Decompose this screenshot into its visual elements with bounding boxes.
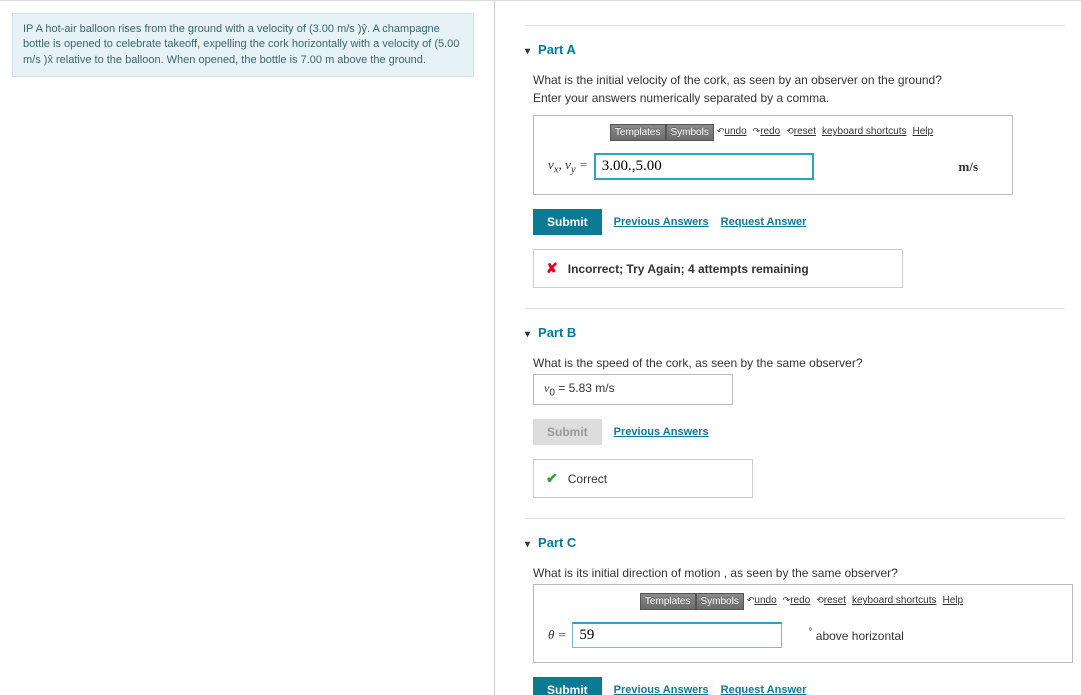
answer-unit-b: m/s xyxy=(595,381,614,395)
toolbar-a: Templates Symbols ↶undo ↷redo ⟲reset key… xyxy=(534,116,1012,145)
undo-button-c[interactable]: ↶undo xyxy=(744,593,780,610)
keyboard-button[interactable]: keyboard shortcuts xyxy=(819,124,910,141)
feedback-a: ✘ Incorrect; Try Again; 4 attempts remai… xyxy=(533,249,903,288)
var-label-a: vx, vy = xyxy=(548,157,588,176)
templates-button[interactable]: Templates xyxy=(610,124,666,141)
part-a-header[interactable]: Part A xyxy=(525,26,1061,65)
toolbar-c: Templates Symbols ↶undo ↷redo ⟲reset key… xyxy=(534,585,1072,614)
part-a-question: What is the initial velocity of the cork… xyxy=(533,73,1061,87)
reset-button-c[interactable]: ⟲reset xyxy=(813,593,849,610)
symbols-button-c[interactable]: Symbols xyxy=(696,593,744,610)
part-c: Part C What is its initial direction of … xyxy=(525,519,1081,695)
var-label-c: θ = xyxy=(548,627,566,643)
answer-column: Part A What is the initial velocity of t… xyxy=(495,1,1081,695)
reset-icon: ⟲ xyxy=(816,595,824,606)
button-row-a: Submit Previous Answers Request Answer xyxy=(533,209,1061,235)
symbols-button[interactable]: Symbols xyxy=(666,124,714,141)
feedback-text-b: Correct xyxy=(568,472,607,486)
part-b-body: What is the speed of the cork, as seen b… xyxy=(525,356,1061,498)
submit-button-c[interactable]: Submit xyxy=(533,677,602,695)
answer-input-c[interactable] xyxy=(572,622,782,648)
correct-icon: ✔ xyxy=(546,470,558,487)
request-answer-link-a[interactable]: Request Answer xyxy=(721,216,807,228)
answer-input-a[interactable] xyxy=(594,153,814,180)
help-button[interactable]: Help xyxy=(910,124,937,141)
button-row-b: Submit Previous Answers xyxy=(533,419,1061,445)
part-c-header[interactable]: Part C xyxy=(525,519,1061,558)
part-a: Part A What is the initial velocity of t… xyxy=(525,26,1081,288)
redo-button-c[interactable]: ↷redo xyxy=(780,593,814,610)
input-row-c: θ = ° above horizontal xyxy=(534,614,1072,648)
redo-button[interactable]: ↷redo xyxy=(750,124,784,141)
feedback-b: ✔ Correct xyxy=(533,459,753,498)
request-answer-link-c[interactable]: Request Answer xyxy=(721,684,807,695)
submit-button-b: Submit xyxy=(533,419,602,445)
input-row-a: vx, vy = m/s xyxy=(534,145,1012,180)
part-b-header[interactable]: Part B xyxy=(525,309,1061,348)
templates-button-c[interactable]: Templates xyxy=(640,593,696,610)
help-button-c[interactable]: Help xyxy=(940,593,967,610)
wrong-icon: ✘ xyxy=(546,260,558,277)
unit-a: m/s xyxy=(959,159,979,175)
feedback-text-a: Incorrect; Try Again; 4 attempts remaini… xyxy=(568,262,809,276)
previous-answers-link-b[interactable]: Previous Answers xyxy=(614,426,709,438)
part-a-body: What is the initial velocity of the cork… xyxy=(525,73,1061,288)
part-c-body: What is its initial direction of motion … xyxy=(525,566,1061,695)
reset-icon: ⟲ xyxy=(786,126,794,137)
part-a-instruction: Enter your answers numerically separated… xyxy=(533,91,1061,105)
part-b: Part B What is the speed of the cork, as… xyxy=(525,309,1081,498)
problem-statement: IP A hot-air balloon rises from the grou… xyxy=(12,13,474,77)
readonly-answer-b: v0 = 5.83 m/s xyxy=(533,374,733,405)
problem-column: IP A hot-air balloon rises from the grou… xyxy=(0,1,495,695)
unit-c: ° above horizontal xyxy=(808,627,903,643)
keyboard-button-c[interactable]: keyboard shortcuts xyxy=(849,593,940,610)
answer-value-b: 5.83 xyxy=(569,381,592,395)
previous-answers-link-c[interactable]: Previous Answers xyxy=(614,684,709,695)
undo-button[interactable]: ↶undo xyxy=(714,124,750,141)
previous-answers-link-a[interactable]: Previous Answers xyxy=(614,216,709,228)
main-container: IP A hot-air balloon rises from the grou… xyxy=(0,0,1081,695)
reset-button[interactable]: ⟲reset xyxy=(783,124,819,141)
answer-panel-c: Templates Symbols ↶undo ↷redo ⟲reset key… xyxy=(533,584,1073,663)
button-row-c: Submit Previous Answers Request Answer xyxy=(533,677,1061,695)
part-c-question: What is its initial direction of motion … xyxy=(533,566,1061,580)
submit-button-a[interactable]: Submit xyxy=(533,209,602,235)
part-b-question: What is the speed of the cork, as seen b… xyxy=(533,356,1061,370)
answer-panel-a: Templates Symbols ↶undo ↷redo ⟲reset key… xyxy=(533,115,1013,195)
